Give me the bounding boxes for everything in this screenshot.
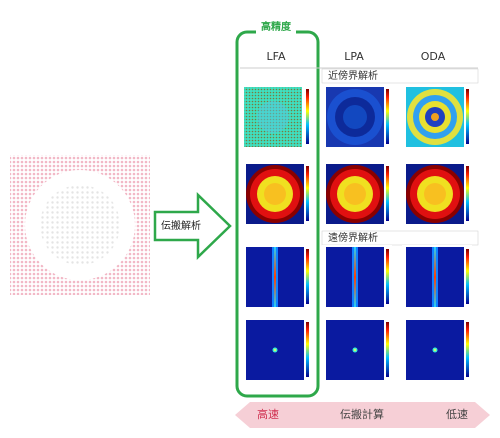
badge: 高精度 [261, 20, 292, 33]
section-box [321, 68, 479, 84]
badge-bg [256, 20, 296, 34]
speed-center: 伝搬計算 [340, 407, 384, 421]
column-header: LPA [344, 50, 364, 63]
tile [322, 245, 392, 310]
tile [322, 318, 392, 383]
tile [242, 162, 312, 227]
arrow-label: 伝搬解析 [161, 219, 201, 232]
column-header: LFA [267, 50, 286, 63]
input-lattice [10, 155, 150, 295]
tile [322, 162, 392, 227]
column-header: ODA [421, 50, 446, 63]
section-label: 遠傍界解析 [328, 231, 378, 244]
tile [242, 318, 312, 383]
speed-right: 低速 [446, 408, 468, 421]
speed-left: 高速 [257, 407, 279, 421]
tile [402, 85, 472, 150]
tile [402, 318, 472, 383]
section-label: 近傍界解析 [328, 69, 378, 82]
tile [402, 245, 472, 310]
propagation-arrow: 伝搬解析 [153, 192, 232, 260]
tile [402, 162, 472, 227]
speed-bar: 高速 伝搬計算 低速 [235, 402, 490, 428]
tile [322, 85, 392, 150]
section-box [321, 230, 479, 246]
tile [242, 85, 312, 150]
tile [242, 245, 312, 310]
